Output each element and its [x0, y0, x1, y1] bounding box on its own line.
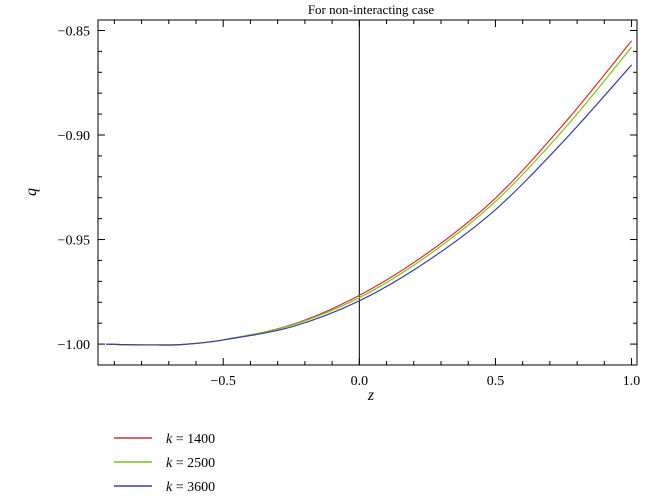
x-tick-label: 0.5 — [487, 374, 505, 389]
y-tick-label: −0.85 — [58, 24, 90, 39]
series-line-3 — [106, 64, 633, 346]
x-tick-label: −0.5 — [211, 374, 236, 389]
legend-label: k = 1400 — [166, 432, 215, 447]
series-lines — [106, 40, 633, 346]
plot-frame — [97, 19, 638, 366]
chart-title: For non-interacting case — [308, 2, 435, 17]
y-axis-label: q — [23, 188, 40, 196]
x-tick-label: 0.0 — [351, 374, 369, 389]
legend-label: k = 3600 — [166, 480, 215, 495]
series-line-2 — [106, 46, 633, 346]
x-tick-label: 1.0 — [623, 374, 641, 389]
x-axis-label: z — [367, 387, 375, 404]
y-tick-label: −1.00 — [58, 338, 90, 353]
legend: k = 1400 k = 2500 k = 3600 — [114, 432, 215, 495]
legend-label: k = 2500 — [166, 456, 215, 471]
series-line-1 — [106, 40, 633, 346]
axis-ticks: −0.5 0.0 0.5 1.0 −0.85 −0.90 −0.95 −1.00 — [58, 20, 641, 389]
y-tick-label: −0.95 — [58, 234, 90, 249]
y-tick-label: −0.90 — [58, 129, 90, 144]
